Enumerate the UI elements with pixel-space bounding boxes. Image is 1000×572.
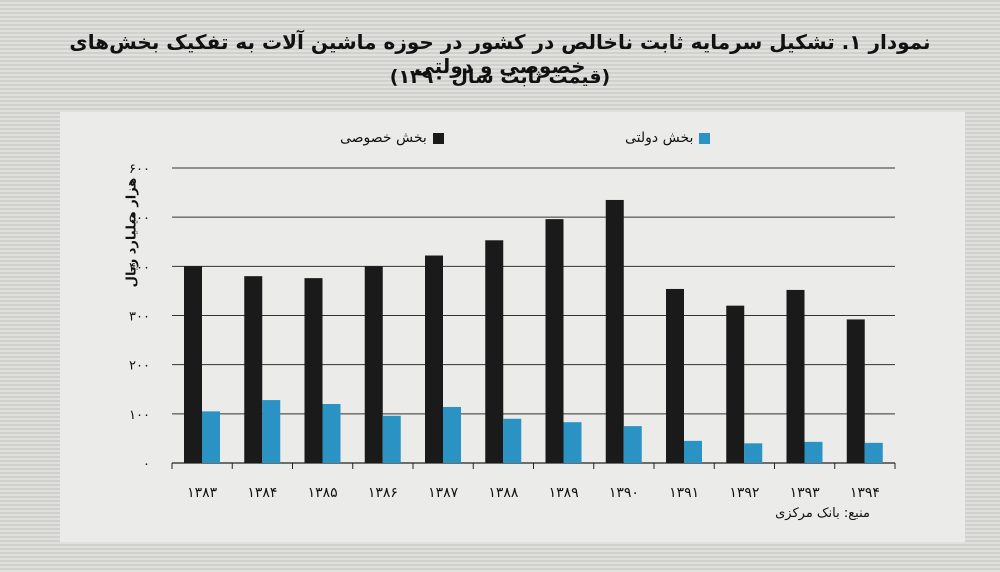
bar-public <box>744 443 763 463</box>
legend-label-public: بخش دولتی <box>625 130 694 146</box>
x-tick-label: ۱۳۹۴ <box>850 485 880 501</box>
bar-private <box>485 240 504 463</box>
source-note: منبع: بانک مرکزی <box>775 506 870 521</box>
x-tick-label: ۱۳۹۱ <box>669 485 699 501</box>
x-tick-label: ۱۳۸۴ <box>247 485 277 501</box>
chart-subtitle: (قیمت ثابت سال ۱۳۹۰) <box>389 66 611 88</box>
bar-private <box>244 276 263 463</box>
x-tick-label: ۱۳۸۷ <box>428 485 459 501</box>
legend-item-private: بخش خصوصی <box>340 128 444 148</box>
y-tick-label: ۳۰۰ <box>129 310 150 325</box>
x-tick-label: ۱۳۹۲ <box>729 485 759 501</box>
bar-private <box>666 288 684 463</box>
bar-public <box>322 404 341 463</box>
x-tick-label: ۱۳۸۹ <box>549 485 579 501</box>
bar-private <box>846 319 865 463</box>
chart-title: نمودار ۱. تشکیل سرمایه ثابت ناخالص در کش… <box>69 30 931 78</box>
y-tick-label: ۶۰۰ <box>129 162 150 177</box>
x-tick-label: ۱۳۹۰ <box>609 485 639 501</box>
x-tick-label: ۱۳۸۸ <box>488 485 519 501</box>
legend-swatch-private <box>432 132 444 144</box>
y-tick-label: ۱۰۰ <box>129 408 150 423</box>
bar-public <box>684 440 702 463</box>
bar-public <box>563 422 582 463</box>
bar-private <box>786 289 805 463</box>
bar-chart: ۰ ۱۰۰ ۲۰۰ ۳۰۰ ۴۰۰ ۵۰۰ ۶۰۰ ۱۳۸۳ ۱۳۸۴ ۱۳۸۵ ۱۳۸۶ ۱۳۸۷ ۱… <box>129 162 896 501</box>
bar-private <box>364 266 383 463</box>
bar-private <box>545 219 564 463</box>
bar-private <box>304 278 323 463</box>
bar-public <box>864 442 883 463</box>
x-tick-label: ۱۳۸۵ <box>308 485 338 501</box>
y-tick-label: ۵۰۰ <box>129 211 150 226</box>
bar-public <box>503 418 522 463</box>
y-tick-label: ۴۰۰ <box>129 260 150 275</box>
bar-private <box>605 199 624 463</box>
legend-swatch-public <box>699 132 711 144</box>
legend-item-public: بخش دولتی <box>625 128 711 148</box>
x-tick-label: ۱۳۹۳ <box>790 485 821 501</box>
y-tick-label: ۲۰۰ <box>129 359 150 374</box>
bar-public <box>382 415 401 463</box>
y-tick-label: ۰ <box>143 457 150 472</box>
bar-private <box>184 266 202 463</box>
bar-public <box>804 441 823 463</box>
bar-private <box>726 305 745 463</box>
bar-public <box>262 400 281 463</box>
bar-public <box>202 411 220 463</box>
x-tick-label: ۱۳۸۶ <box>368 485 398 501</box>
bar-public <box>443 406 461 463</box>
x-tick-label: ۱۳۸۳ <box>187 485 218 501</box>
bar-private <box>425 255 443 463</box>
legend-label-private: بخش خصوصی <box>340 130 427 146</box>
chart-panel <box>60 112 965 542</box>
bar-public <box>623 426 642 463</box>
